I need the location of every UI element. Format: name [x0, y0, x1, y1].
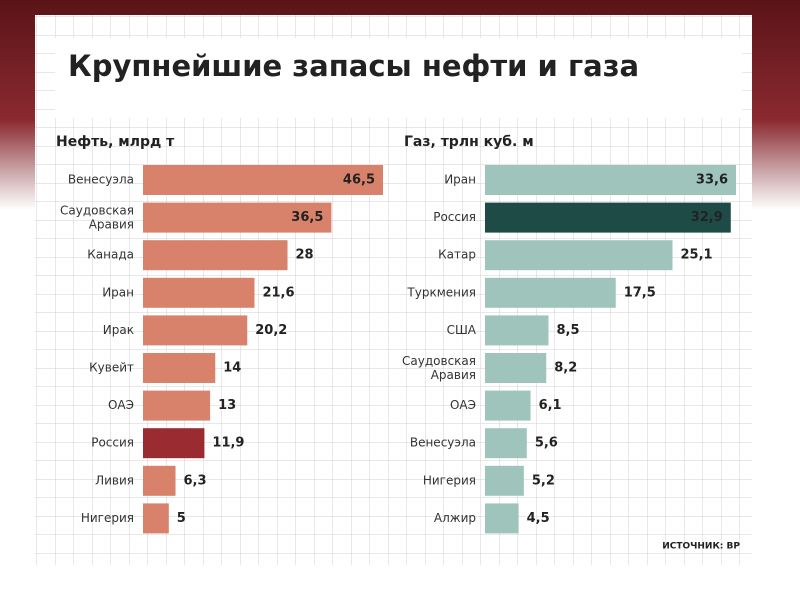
bar [143, 165, 383, 195]
chart-title: Газ, трлн куб. м [404, 134, 534, 150]
value-label: 5 [177, 511, 186, 526]
value-label: 13 [218, 398, 236, 413]
bar [143, 277, 255, 308]
value-label: 25,1 [681, 248, 713, 263]
value-label: 46,5 [343, 173, 375, 188]
value-label: 28 [296, 248, 314, 263]
bar [485, 465, 524, 496]
bar [143, 353, 216, 383]
bar [143, 465, 176, 496]
title-box [55, 38, 742, 118]
category-label: Канада [87, 248, 134, 262]
value-label: 4,5 [527, 511, 550, 526]
bar [485, 165, 736, 195]
category-label: Иран [444, 173, 476, 187]
bar [485, 277, 616, 308]
category-label: ОАЭ [450, 398, 476, 412]
value-label: 20,2 [255, 323, 287, 338]
category-label: Россия [91, 436, 134, 450]
category-label: Кувейт [89, 361, 134, 375]
bar [143, 315, 248, 346]
bar [485, 202, 731, 233]
bar [485, 428, 527, 459]
value-label: 8,2 [554, 361, 577, 376]
value-label: 5,6 [535, 436, 558, 451]
value-label: 6,1 [539, 398, 562, 413]
page-title: Крупнейшие запасы нефти и газа [68, 49, 639, 83]
bar [143, 202, 332, 233]
category-label: США [447, 323, 477, 337]
value-label: 36,5 [291, 210, 323, 225]
category-label: ОАЭ [108, 398, 134, 412]
value-label: 5,2 [532, 473, 555, 488]
bar [143, 503, 169, 534]
bar [143, 428, 205, 459]
category-label: Ирак [103, 323, 134, 337]
bar [143, 390, 211, 421]
category-label: Венесуэла [68, 173, 134, 187]
value-label: 6,3 [184, 473, 207, 488]
value-label: 8,5 [556, 323, 579, 338]
category-label: Туркмения [406, 285, 476, 299]
category-label: Нигерия [81, 511, 134, 525]
value-label: 32,9 [691, 210, 723, 225]
category-label: Нигерия [423, 473, 476, 487]
value-label: 33,6 [696, 173, 728, 188]
bar [485, 503, 519, 534]
category-label: Алжир [434, 511, 476, 525]
category-label: Катар [438, 248, 476, 262]
bar [485, 353, 547, 383]
bar [485, 240, 673, 271]
category-label: Саудовская Аравия [60, 203, 134, 231]
bar [485, 390, 531, 421]
bar [143, 240, 288, 271]
source: ИСТОЧНИК: BP [662, 542, 740, 552]
category-label: Ливия [95, 473, 134, 487]
value-label: 17,5 [624, 285, 656, 300]
bar [485, 315, 549, 346]
category-label: Венесуэла [410, 436, 476, 450]
category-label: Россия [433, 210, 476, 224]
value-label: 21,6 [262, 285, 294, 300]
category-label: Иран [102, 285, 134, 299]
value-label: 11,9 [212, 436, 244, 451]
chart-title: Нефть, млрд т [56, 134, 175, 150]
category-label: Саудовская Аравия [402, 354, 476, 382]
value-label: 14 [223, 361, 241, 376]
